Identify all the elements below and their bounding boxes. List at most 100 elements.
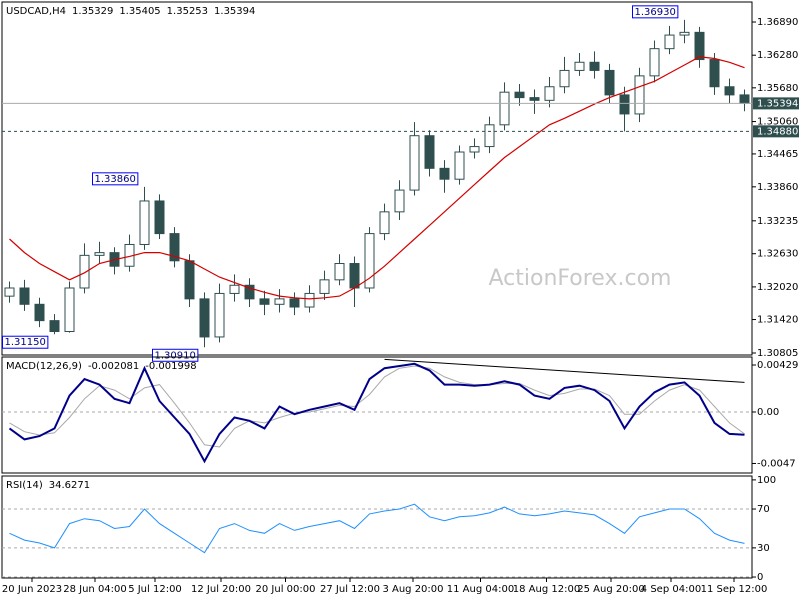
- y-tick-label: 70: [757, 504, 770, 515]
- candle-body: [94, 252, 105, 256]
- header-text: MACD(12,26,9): [6, 361, 82, 372]
- header-text: 1.35253: [167, 6, 208, 17]
- candle-body: [664, 34, 675, 50]
- annotation-box: [152, 348, 199, 362]
- moving-average: [9, 56, 745, 300]
- candle-body: [214, 292, 225, 338]
- x-tick-label: 5 Jul 12:00: [128, 584, 182, 595]
- candle-body: [289, 298, 300, 308]
- header-text: -0.001998: [145, 361, 196, 372]
- candle-body: [184, 260, 195, 300]
- panel-frame: [1, 475, 753, 579]
- y-tick-label: -0.0047: [757, 458, 796, 469]
- candle-body: [739, 94, 750, 104]
- panel-frame: [1, 1, 753, 356]
- y-tick-label: 1.36890: [757, 17, 798, 28]
- x-tick-label: 11 Aug 04:00: [447, 584, 514, 595]
- candle-body: [49, 320, 60, 333]
- x-tick-label: 20 Jul 00:00: [256, 584, 316, 595]
- candle-body: [454, 151, 465, 180]
- header-text: USDCAD,H4: [6, 6, 66, 17]
- x-tick-label: 11 Sep 12:00: [701, 584, 768, 595]
- header-text: -0.002081: [88, 361, 139, 372]
- annotation-box: [632, 5, 679, 19]
- candle-body: [694, 31, 705, 61]
- header-text: 1.35394: [214, 6, 255, 17]
- trendline: [384, 358, 745, 383]
- candle-body: [484, 124, 495, 148]
- candle-body: [349, 263, 360, 289]
- x-tick-label: 12 Jul 20:00: [191, 584, 251, 595]
- candle-body: [679, 31, 690, 36]
- header-text: 1.35329: [72, 6, 113, 17]
- indicator-line: [9, 503, 745, 554]
- annotation-box: [2, 335, 49, 349]
- candle-body: [514, 91, 525, 99]
- candle-body: [649, 48, 660, 77]
- candle-body: [424, 135, 435, 169]
- y-tick-label: 1.30805: [757, 348, 798, 359]
- candle-body: [619, 94, 630, 115]
- y-tick-label: 1.33235: [757, 216, 798, 227]
- candle-body: [154, 200, 165, 235]
- candle-body: [409, 135, 420, 191]
- x-tick-label: 28 Jun 04:00: [63, 584, 127, 595]
- candle-body: [169, 233, 180, 262]
- candle-body: [64, 287, 75, 333]
- y-tick-label: 1.32020: [757, 282, 798, 293]
- panel-frame: [1, 356, 753, 474]
- annotation-label: 1.31150: [5, 337, 46, 348]
- y-tick-label: 1.35680: [757, 83, 798, 94]
- header-text: 1.35405: [119, 6, 160, 17]
- indicator-line: [8, 362, 745, 464]
- candle-body: [604, 69, 615, 96]
- candle-body: [544, 86, 555, 101]
- candle-body: [19, 287, 30, 305]
- x-tick-label: 20 Jun 2023: [2, 584, 62, 595]
- y-tick-label: 100: [757, 475, 776, 486]
- annotation-label: 1.33860: [95, 174, 136, 185]
- y-tick-label: 1.33860: [757, 182, 798, 193]
- candle-body: [334, 263, 345, 281]
- candle-body: [304, 292, 315, 308]
- candle-body: [559, 69, 570, 88]
- candle-body: [724, 86, 735, 96]
- y-tick-label: 1.32630: [757, 249, 798, 260]
- candle-body: [469, 146, 480, 153]
- y-tick-label: 0: [757, 572, 763, 583]
- candle-body: [79, 254, 90, 289]
- candle-body: [499, 91, 510, 126]
- candle-body: [709, 59, 720, 88]
- x-tick-label: 4 Sep 04:00: [641, 584, 701, 595]
- current-price-box: [753, 97, 799, 110]
- y-tick-label: 1.36280: [757, 50, 798, 61]
- candle-body: [379, 211, 390, 235]
- y-tick-label: 0.00429: [757, 360, 798, 371]
- header-text: RSI(14): [6, 480, 43, 491]
- candle-body: [574, 61, 585, 71]
- candle-body: [244, 284, 255, 300]
- header-text: 34.6271: [49, 480, 90, 491]
- candle-body: [274, 298, 285, 305]
- x-tick-label: 25 Aug 20:00: [577, 584, 644, 595]
- annotation-label: 1.30910: [155, 350, 196, 361]
- y-tick-label: 1.34465: [757, 149, 798, 160]
- candle-body: [634, 75, 645, 115]
- candle-body: [259, 298, 270, 305]
- y-tick-label: 0.00: [757, 407, 779, 418]
- annotation-box: [92, 172, 139, 186]
- candle-body: [364, 233, 375, 289]
- current-price-label: 1.35394: [757, 98, 798, 109]
- candle-body: [199, 298, 210, 338]
- candle-body: [229, 284, 240, 294]
- y-tick-label: 1.35060: [757, 117, 798, 128]
- candle-body: [139, 200, 150, 245]
- annotation-label: 1.36930: [635, 7, 676, 18]
- candle-body: [439, 167, 450, 180]
- x-tick-label: 3 Aug 20:00: [382, 584, 443, 595]
- candle-body: [34, 303, 45, 322]
- watermark: ActionForex.com: [489, 266, 672, 291]
- level-label: 1.34880: [757, 126, 798, 137]
